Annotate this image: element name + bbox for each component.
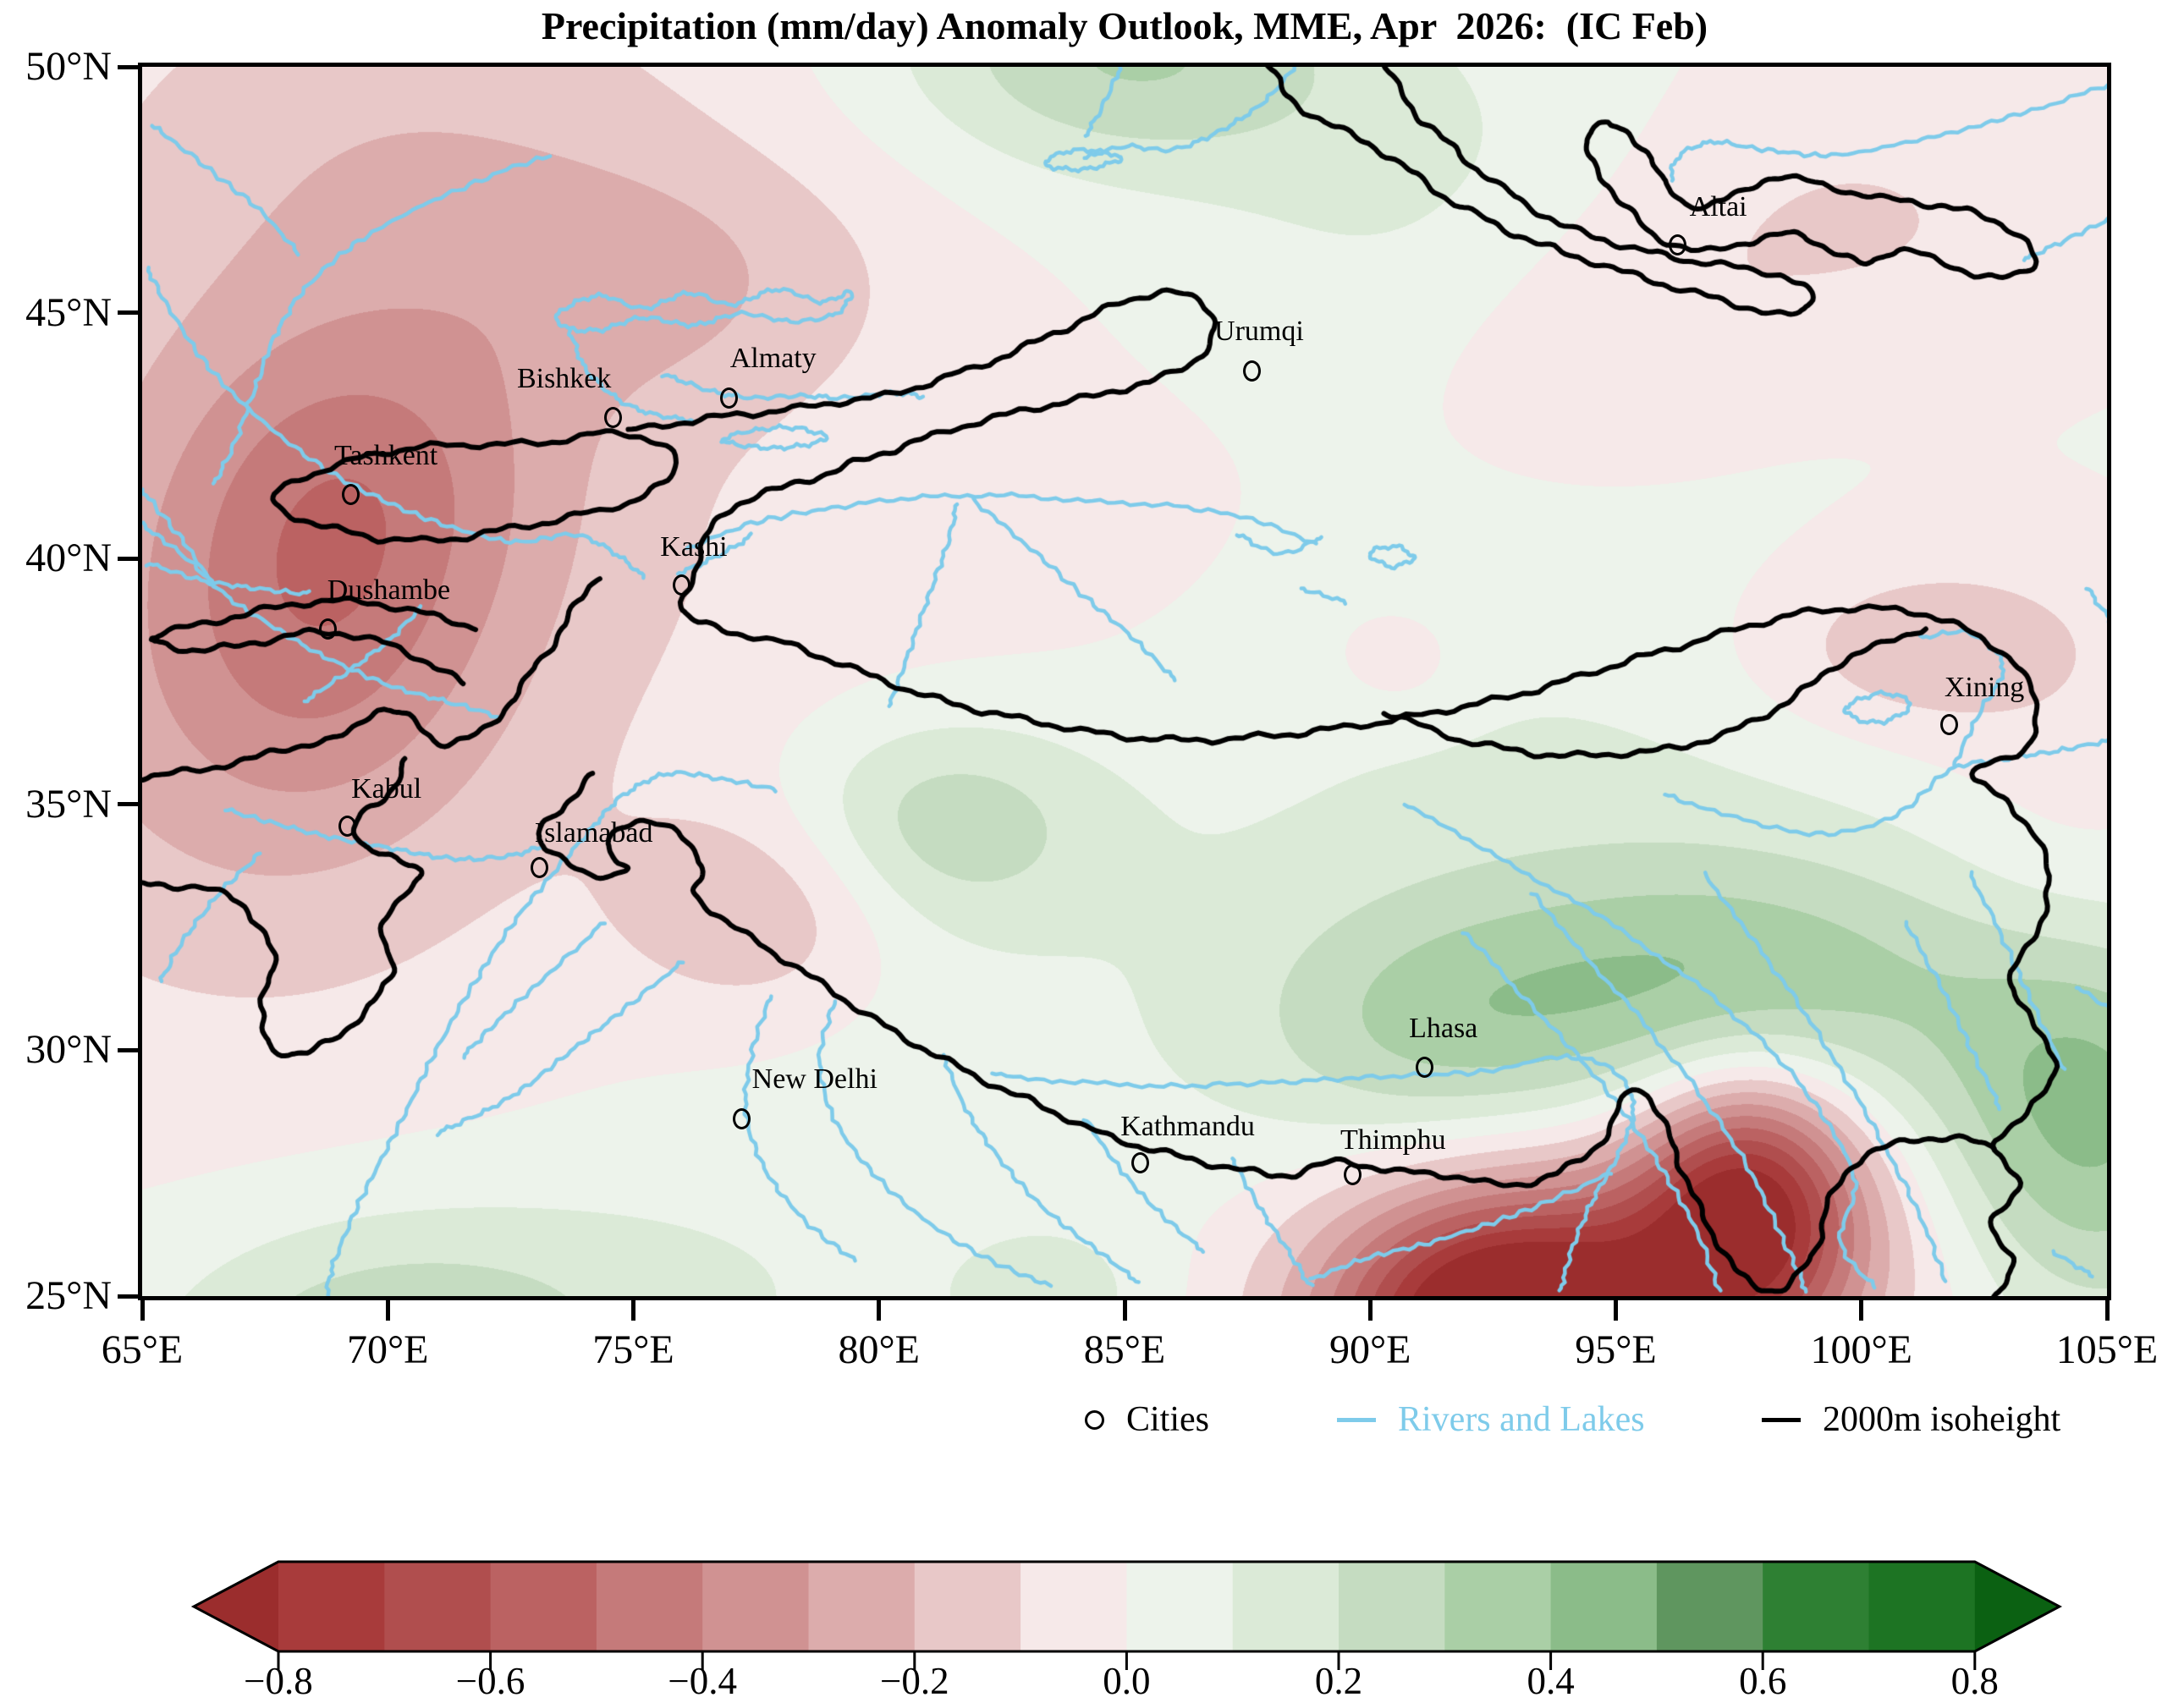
city-label: Kabul	[351, 772, 422, 805]
colorbar-segment	[808, 1562, 916, 1651]
y-axis-tick	[118, 1294, 138, 1299]
city-marker	[318, 618, 337, 640]
colorbar-segment	[490, 1562, 597, 1651]
map-canvas	[142, 67, 2107, 1296]
colorbar-segment	[1868, 1562, 1976, 1651]
x-axis-tick	[877, 1300, 882, 1321]
x-axis-tick	[1614, 1300, 1618, 1321]
isoheight-line-icon	[1762, 1417, 1801, 1422]
city-label: Kashi	[660, 531, 728, 563]
city-marker	[720, 387, 739, 409]
colorbar-segment	[1232, 1562, 1340, 1651]
city-label: Urumqi	[1214, 316, 1304, 348]
colorbar-tick-label: −0.6	[455, 1660, 525, 1702]
legend-isoheight-label: 2000m isoheight	[1823, 1400, 2061, 1439]
x-axis-tick-label: 85°E	[1083, 1327, 1166, 1372]
colorbar-segment	[384, 1562, 492, 1651]
x-axis-tick-label: 90°E	[1329, 1327, 1411, 1372]
y-axis-tick-label: 25°N	[25, 1273, 112, 1318]
river-line-icon	[1337, 1417, 1376, 1422]
x-axis-tick	[1859, 1300, 1864, 1321]
colorbar-segment	[278, 1562, 386, 1651]
city-marker	[341, 484, 360, 506]
city-label: Lhasa	[1409, 1012, 1478, 1044]
city-label: New Delhi	[751, 1063, 877, 1096]
city-label: Dushambe	[327, 574, 451, 606]
x-axis-tick	[385, 1300, 390, 1321]
legend-cities-label: Cities	[1126, 1400, 1210, 1439]
colorbar-extend-high	[1974, 1562, 2060, 1651]
colorbar: −0.8 −0.6 −0.4 −0.2 0.0 0.2 0.4 0.6 0.8	[182, 1559, 2077, 1703]
city-marker	[1243, 360, 1262, 382]
colorbar-segment	[1444, 1562, 1552, 1651]
x-axis-tick	[631, 1300, 635, 1321]
x-axis-tick-label: 75°E	[592, 1327, 674, 1372]
colorbar-segment	[1763, 1562, 1870, 1651]
legend-item-isoheight: 2000m isoheight	[1762, 1394, 2060, 1445]
colorbar-tick-label: −0.2	[879, 1660, 949, 1702]
colorbar-segment	[1339, 1562, 1446, 1651]
colorbar-segment	[914, 1562, 1021, 1651]
y-axis-tick	[118, 1047, 138, 1052]
x-axis-tick-label: 95°E	[1575, 1327, 1657, 1372]
city-marker	[338, 816, 357, 838]
city-label: Kathmandu	[1120, 1111, 1255, 1143]
city-marker	[1939, 714, 1958, 736]
colorbar-tick-label: −0.8	[244, 1660, 313, 1702]
colorbar-tick-label: 0.4	[1527, 1660, 1575, 1702]
y-axis-tick-label: 35°N	[25, 781, 112, 827]
colorbar-segment	[1020, 1562, 1128, 1651]
colorbar-tick-label: 0.0	[1103, 1660, 1151, 1702]
y-axis-tick-label: 30°N	[25, 1027, 112, 1073]
city-marker	[1131, 1151, 1150, 1173]
city-marker	[1416, 1057, 1434, 1079]
y-axis-tick-label: 50°N	[25, 44, 112, 89]
colorbar-tick-label: 0.6	[1739, 1660, 1787, 1702]
city-label: Bishkek	[516, 363, 612, 395]
legend-item-cities: Cities	[1085, 1394, 1209, 1445]
x-axis-tick-label: 100°E	[1810, 1327, 1912, 1372]
x-axis-tick-label: 105°E	[2055, 1327, 2159, 1372]
city-marker-icon	[1085, 1409, 1104, 1430]
colorbar-segment	[1656, 1562, 1763, 1651]
figure-title: Precipitation (mm/day) Anomaly Outlook, …	[541, 4, 1708, 47]
y-axis-tick	[118, 556, 138, 561]
city-label: Thimphu	[1340, 1124, 1446, 1156]
city-label: Altai	[1689, 190, 1747, 222]
x-axis-tick-label: 70°E	[346, 1327, 429, 1372]
y-axis-tick	[118, 802, 138, 807]
colorbar-extend-low	[194, 1562, 278, 1651]
x-axis-tick	[1122, 1300, 1127, 1321]
city-label: Islamabad	[534, 817, 653, 849]
city-marker	[673, 574, 691, 596]
colorbar-tick-label: 0.2	[1314, 1660, 1363, 1702]
city-label: Almaty	[729, 343, 817, 375]
colorbar-svg	[190, 1560, 2063, 1670]
y-axis-tick-label: 45°N	[25, 289, 112, 335]
legend-rivers-label: Rivers and Lakes	[1398, 1400, 1645, 1439]
city-marker	[1343, 1163, 1362, 1185]
y-axis-tick	[118, 310, 138, 316]
colorbar-tick-label: −0.4	[668, 1660, 737, 1702]
colorbar-segment	[702, 1562, 810, 1651]
y-axis-tick-label: 40°N	[25, 536, 112, 581]
legend-item-rivers: Rivers and Lakes	[1337, 1394, 1645, 1445]
colorbar-tick-label: 0.8	[1950, 1660, 1999, 1702]
colorbar-segment	[596, 1562, 703, 1651]
colorbar-segment	[1126, 1562, 1234, 1651]
city-marker	[1669, 234, 1687, 256]
city-marker	[531, 856, 549, 878]
x-axis-tick-label: 80°E	[838, 1327, 920, 1372]
x-axis-tick	[1367, 1300, 1373, 1321]
x-axis-tick	[140, 1300, 145, 1321]
y-axis-tick	[118, 64, 138, 69]
x-axis-tick-label: 65°E	[101, 1327, 184, 1372]
colorbar-segment	[1550, 1562, 1658, 1651]
city-marker	[604, 406, 623, 428]
city-label: Tashkent	[333, 439, 438, 471]
x-axis-tick	[2104, 1300, 2110, 1321]
city-marker	[733, 1107, 751, 1129]
city-label: Xining	[1944, 671, 2025, 703]
